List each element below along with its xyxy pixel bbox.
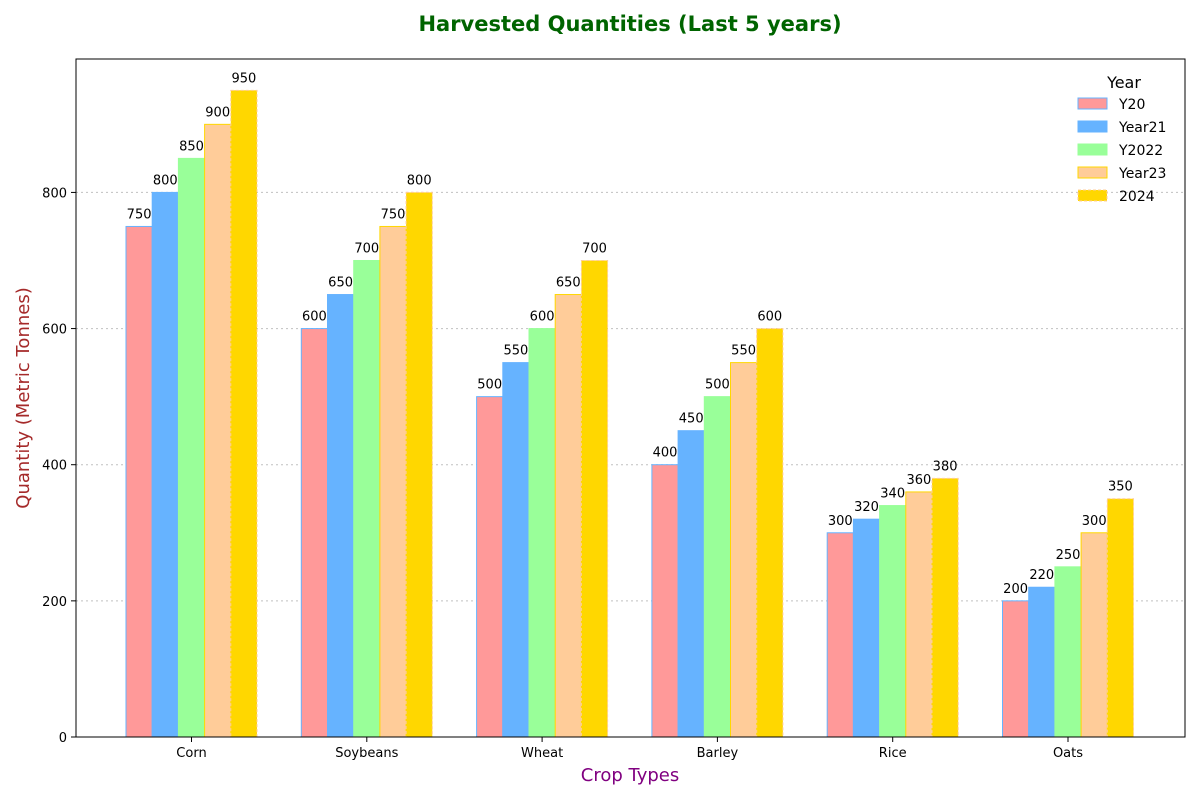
- bar: [204, 123, 232, 738]
- legend-entry-label: Year21: [1118, 120, 1166, 136]
- x-tick-label: Barley: [697, 746, 739, 761]
- data-label: 320: [854, 500, 879, 515]
- legend-entry-label: Y20: [1118, 97, 1145, 113]
- bars: [125, 89, 1135, 738]
- data-label: 350: [1108, 480, 1133, 495]
- bar: [177, 157, 206, 738]
- data-label: 750: [127, 207, 152, 222]
- data-label: 750: [381, 207, 406, 222]
- data-label: 800: [407, 173, 432, 188]
- y-tick-label: 600: [42, 323, 67, 338]
- data-label: 340: [880, 487, 905, 502]
- bar: [151, 191, 179, 738]
- x-tick-label: Corn: [176, 746, 206, 761]
- bar: [1080, 532, 1108, 738]
- bar: [852, 518, 881, 738]
- bar: [1106, 498, 1135, 738]
- data-label: 700: [354, 241, 379, 256]
- legend-swatch: [1077, 97, 1108, 110]
- data-label: 650: [556, 276, 581, 291]
- bar: [353, 259, 381, 738]
- bar: [476, 396, 504, 738]
- bar: [125, 225, 153, 738]
- legend-swatch: [1077, 143, 1108, 156]
- bar: [528, 328, 556, 738]
- x-tick-label: Wheat: [521, 746, 563, 761]
- data-label: 600: [530, 310, 555, 325]
- y-tick-label: 0: [59, 731, 67, 746]
- data-label: 600: [757, 310, 782, 325]
- data-label: 200: [1003, 582, 1028, 597]
- data-label: 250: [1056, 548, 1081, 563]
- x-tick-label: Rice: [879, 746, 907, 761]
- legend-title: Year: [1106, 73, 1141, 92]
- legend-entry-label: Y2022: [1118, 143, 1163, 159]
- data-label: 950: [231, 71, 256, 86]
- data-label: 850: [179, 139, 204, 154]
- legend-swatch: [1077, 166, 1108, 179]
- bar: [756, 328, 784, 738]
- bar: [677, 430, 705, 738]
- x-tick-label: Soybeans: [335, 746, 398, 761]
- data-label: 600: [302, 310, 327, 325]
- y-axis: 0 200 400 600 800: [42, 186, 76, 746]
- data-label: 360: [906, 473, 931, 488]
- bar: [703, 396, 731, 738]
- data-label: 550: [731, 344, 756, 359]
- data-label: 900: [205, 105, 230, 120]
- bar: [879, 505, 907, 738]
- data-label: 550: [503, 344, 528, 359]
- legend-entry-label: Year23: [1118, 166, 1166, 182]
- x-axis: Corn Soybeans Wheat Barley Rice Oats: [176, 737, 1083, 761]
- plot-frame: [75, 58, 1186, 738]
- data-label: 450: [679, 412, 704, 427]
- y-tick-label: 800: [42, 186, 67, 201]
- data-label: 500: [705, 378, 730, 393]
- data-label: 700: [582, 241, 607, 256]
- bar: [1054, 566, 1082, 738]
- data-labels: 750 600 500 400 300 200 800 650 550 450 320 220 850 7…: [127, 71, 1133, 597]
- y-axis-label: Quantity (Metric Tonnes): [13, 287, 34, 508]
- legend-swatch: [1077, 120, 1108, 133]
- bar: [1002, 600, 1030, 738]
- bar: [905, 491, 933, 738]
- x-axis-label: Crop Types: [581, 765, 679, 786]
- bar: [230, 89, 258, 738]
- bar: [502, 362, 530, 738]
- y-tick-label: 200: [42, 595, 67, 610]
- chart-title: Harvested Quantities (Last 5 years): [418, 12, 841, 36]
- x-tick-label: Oats: [1053, 746, 1083, 761]
- legend: Year Y20 Year21 Y2022 Year23 2024: [1077, 73, 1166, 205]
- bar: [931, 477, 959, 738]
- bar: [580, 259, 609, 738]
- data-label: 300: [828, 514, 853, 529]
- bar: [651, 464, 679, 738]
- data-label: 380: [933, 459, 958, 474]
- data-label: 800: [153, 173, 178, 188]
- bar: [826, 532, 854, 738]
- data-label: 220: [1029, 568, 1054, 583]
- data-label: 400: [653, 446, 678, 461]
- data-label: 650: [328, 276, 353, 291]
- bar: [300, 328, 328, 738]
- bar: [327, 294, 355, 738]
- data-label: 500: [477, 378, 502, 393]
- data-label: 300: [1082, 514, 1107, 529]
- y-tick-label: 400: [42, 459, 67, 474]
- bar: [554, 294, 582, 738]
- bar: [379, 225, 407, 738]
- legend-swatch: [1077, 189, 1108, 202]
- bar: [1028, 586, 1056, 738]
- legend-entry-label: 2024: [1119, 189, 1155, 205]
- bar: [730, 362, 758, 738]
- bar: [405, 191, 433, 738]
